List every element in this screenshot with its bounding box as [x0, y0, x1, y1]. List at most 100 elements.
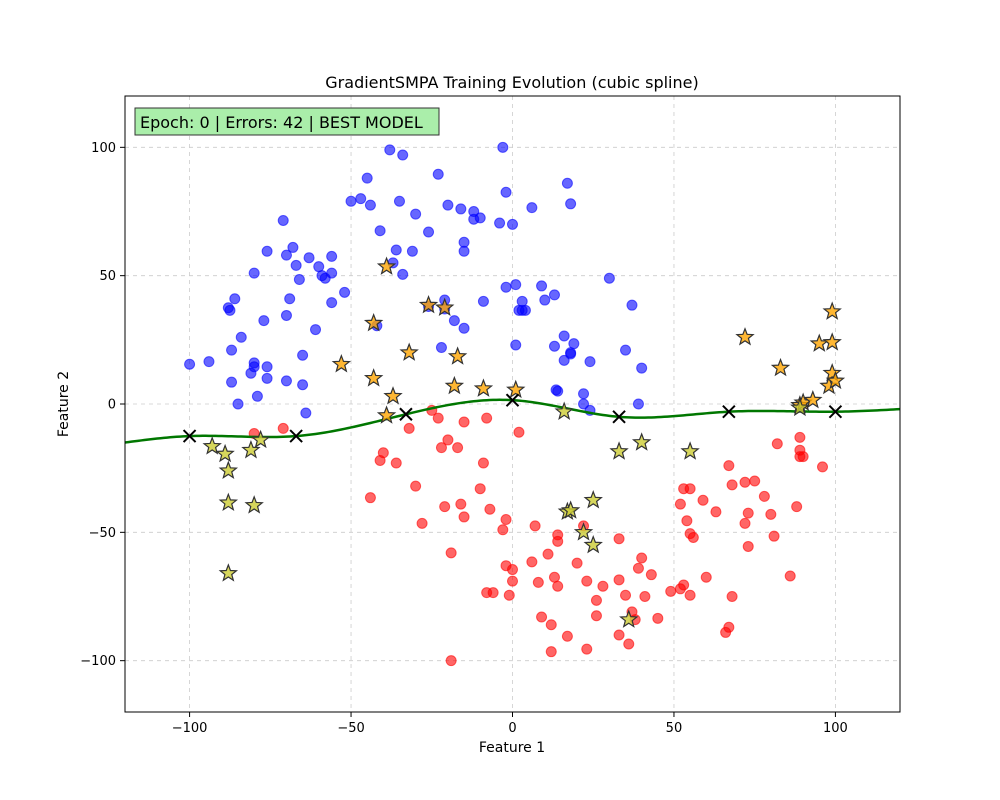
- class-b-point: [636, 552, 648, 564]
- class-a-point: [494, 217, 506, 229]
- control-point-marker: [612, 410, 626, 424]
- class-a-point: [361, 172, 373, 184]
- class-b-point: [639, 591, 651, 602]
- control-point-marker: [722, 404, 736, 419]
- class-a-point: [277, 214, 289, 226]
- class-b-point: [445, 655, 457, 667]
- class-b-point: [613, 629, 625, 641]
- class-a-point: [620, 344, 632, 356]
- control-point-stroke: [399, 407, 413, 421]
- class-b-point: [697, 494, 709, 506]
- misclassified-a-star: [363, 312, 384, 332]
- class-a-point: [310, 324, 322, 336]
- class-a-point: [326, 297, 338, 309]
- misclassified-b-star: [583, 490, 603, 509]
- class-a-point: [548, 289, 560, 301]
- class-b-point: [390, 457, 402, 469]
- class-a-point: [297, 379, 309, 391]
- class-b-point: [503, 589, 515, 601]
- status-box-background: [134, 107, 440, 136]
- class-b-point: [439, 501, 451, 513]
- class-a-point: [552, 385, 564, 397]
- class-a-point: [345, 195, 357, 207]
- class-a-point: [326, 250, 338, 262]
- class-a-point: [251, 390, 263, 402]
- x-tick-label: −50: [337, 721, 364, 736]
- misclassified-b-star: [202, 436, 222, 455]
- class-b-point: [678, 579, 690, 591]
- class-b-point: [536, 611, 548, 623]
- misclassified-b-star: [244, 495, 264, 514]
- class-b-point: [590, 594, 602, 606]
- misclassified-a-star: [822, 332, 842, 351]
- misclassified-b-star: [554, 401, 574, 420]
- class-b-point: [364, 492, 376, 504]
- misclassified-b-star: [241, 440, 261, 459]
- class-b-point: [277, 422, 289, 434]
- class-a-point: [258, 315, 270, 327]
- misclassified-a-star: [506, 379, 526, 399]
- class-b-point: [500, 514, 512, 525]
- class-a-point: [578, 388, 590, 400]
- class-b-point: [597, 580, 609, 592]
- class-a-point: [432, 168, 444, 180]
- class-b-point: [674, 498, 686, 510]
- class-b-point: [768, 530, 780, 542]
- class-b-point: [526, 556, 538, 568]
- class-a-point: [519, 304, 531, 316]
- misclassified-b-star: [218, 460, 239, 479]
- control-point-marker: [182, 429, 197, 443]
- class-a-point: [284, 293, 296, 305]
- class-b-point: [765, 508, 777, 520]
- misclassified-a-star: [434, 297, 455, 317]
- class-a-point: [510, 339, 522, 351]
- class-b-point: [652, 612, 664, 624]
- class-b-point: [581, 643, 593, 655]
- misclassified-a-star: [770, 357, 791, 377]
- class-b-point: [484, 503, 496, 515]
- y-axis-label: Feature 2: [56, 371, 72, 437]
- misclassified-a-star: [735, 327, 755, 346]
- misclassified-b-star: [609, 441, 629, 460]
- control-point-stroke: [612, 410, 626, 424]
- class-a-point: [261, 245, 273, 257]
- class-b-point: [723, 621, 735, 633]
- class-b-point: [532, 576, 544, 588]
- class-b-point: [771, 438, 783, 450]
- class-a-point: [280, 309, 292, 321]
- class-a-point: [280, 249, 292, 261]
- class-b-point: [791, 501, 803, 513]
- class-b-point: [613, 574, 625, 586]
- class-a-point: [297, 349, 309, 361]
- class-b-point: [739, 476, 751, 488]
- class-a-point: [355, 193, 367, 205]
- class-a-point: [410, 208, 422, 220]
- misclassified-b-star: [583, 534, 603, 554]
- misclassified-a-star: [418, 294, 439, 314]
- class-b-point: [552, 580, 564, 592]
- misclassified-a-star: [822, 363, 842, 382]
- class-a-point: [507, 218, 518, 230]
- class-a-point: [261, 372, 273, 384]
- class-b-point: [432, 412, 444, 424]
- class-a-point: [568, 338, 580, 350]
- y-tick-label: 100: [91, 141, 116, 156]
- misclassified-b-star: [790, 397, 810, 417]
- x-tick-label: 100: [823, 721, 848, 736]
- class-b-point: [684, 589, 696, 601]
- class-b-point: [552, 535, 564, 547]
- class-a-point: [184, 358, 196, 370]
- class-a-point: [565, 198, 577, 210]
- status-box: Epoch: 0 | Errors: 42 | BEST MODEL: [134, 107, 440, 136]
- class-a-point: [477, 295, 489, 307]
- misclassified-a-star: [822, 301, 842, 320]
- class-a-point: [280, 375, 292, 387]
- class-b-point: [455, 498, 467, 510]
- class-a-point: [500, 281, 512, 293]
- misclassified-a-star: [825, 370, 846, 390]
- class-b-point: [507, 564, 518, 576]
- status-text: Epoch: 0 | Errors: 42 | BEST MODEL: [140, 113, 423, 132]
- misclassified-a-star: [473, 378, 494, 397]
- class-a-point: [448, 315, 460, 327]
- class-a-point: [226, 344, 238, 356]
